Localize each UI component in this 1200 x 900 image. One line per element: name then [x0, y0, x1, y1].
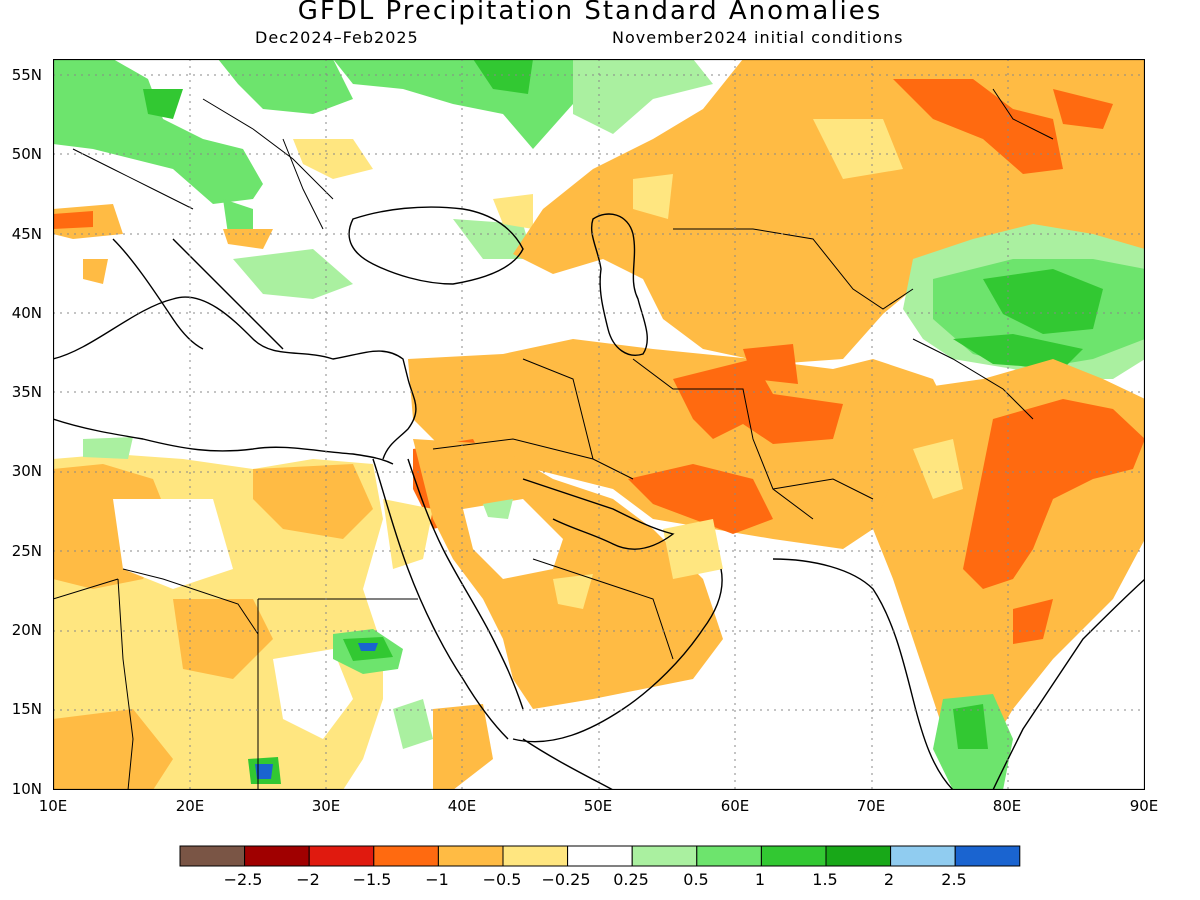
colorbar-swatch: [760, 845, 827, 867]
wet-anomaly-region: [358, 643, 378, 651]
anomaly-map: [53, 59, 1145, 790]
dry-anomaly-region: [383, 499, 433, 569]
dry-anomaly-region: [913, 439, 963, 499]
colorbar-label: 2: [883, 870, 895, 889]
colorbar-label: −0.25: [541, 870, 591, 889]
lon-label: 60E: [720, 797, 750, 815]
lon-label: 30E: [311, 797, 341, 815]
dry-anomaly-region: [493, 194, 533, 229]
lat-label: 25N: [11, 542, 42, 560]
dry-anomaly-region: [1013, 599, 1053, 644]
lon-label: 70E: [856, 797, 886, 815]
dry-anomaly-region: [553, 574, 593, 609]
lat-label: 10N: [11, 780, 42, 798]
colorbar-label: −2: [296, 870, 320, 889]
colorbar-label: −0.5: [482, 870, 522, 889]
wet-anomaly-region: [53, 59, 263, 204]
wet-anomaly-region: [218, 59, 353, 114]
dry-anomaly-region: [113, 499, 233, 589]
chart-title: GFDL Precipitation Standard Anomalies: [297, 0, 883, 26]
dry-anomaly-region: [743, 344, 798, 384]
colorbar-label: −1: [425, 870, 449, 889]
lon-label: 50E: [583, 797, 613, 815]
forecast-period: Dec2024–Feb2025: [255, 28, 419, 47]
dry-anomaly-region: [253, 464, 373, 539]
colorbar-swatch: [373, 845, 439, 867]
wet-anomaly-region: [953, 704, 988, 749]
colorbar-label: 0.25: [613, 870, 649, 889]
lat-label: 40N: [11, 304, 42, 322]
wet-anomaly-region: [393, 699, 433, 749]
colorbar-label: 1: [754, 870, 766, 889]
colorbar-swatch: [244, 845, 310, 867]
wet-anomaly-region: [143, 89, 183, 119]
lat-label: 45N: [11, 225, 42, 243]
wet-anomaly-region: [255, 764, 273, 779]
colorbar-swatch: [567, 845, 633, 867]
wet-anomaly-region: [473, 59, 533, 94]
lon-label: 40E: [447, 797, 477, 815]
wet-anomaly-region: [83, 437, 133, 459]
colorbar-swatch: [825, 845, 892, 867]
lon-label: 20E: [175, 797, 205, 815]
dry-anomaly-region: [963, 399, 1145, 589]
country-borders: [53, 88, 1054, 790]
lat-label: 35N: [11, 383, 42, 401]
colorbar-swatch: [696, 845, 762, 867]
gridlines: [53, 59, 1145, 790]
dry-anomaly-region: [673, 359, 843, 444]
initial-conditions: November2024 initial conditions: [612, 28, 904, 47]
colorbar-label: 1.5: [812, 870, 838, 889]
lat-label: 20N: [11, 621, 42, 639]
wet-anomaly-region: [453, 219, 533, 259]
dry-anomaly-region: [663, 519, 723, 579]
dry-anomaly-region: [1053, 89, 1113, 129]
wet-anomaly-region: [233, 249, 353, 299]
colorbar-swatch: [179, 845, 246, 867]
map-frame: [53, 59, 1145, 790]
wet-anomaly-region: [573, 59, 713, 134]
colorbar-label: 0.5: [683, 870, 709, 889]
dry-anomaly-region: [293, 139, 373, 179]
dry-anomaly-region: [628, 464, 773, 534]
dry-anomaly-region: [273, 649, 353, 739]
colorbar-swatch: [890, 845, 956, 867]
dry-anomaly-region: [433, 704, 493, 790]
dry-anomaly-region: [463, 499, 563, 579]
lat-label: 15N: [11, 700, 42, 718]
colorbar: [179, 845, 1021, 867]
dry-anomaly-region: [53, 709, 173, 790]
colorbar-swatch: [308, 845, 375, 867]
colorbar-label: −1.5: [352, 870, 392, 889]
lon-label: 10E: [38, 797, 68, 815]
lon-label: 90E: [1129, 797, 1159, 815]
colorbar-swatch: [631, 845, 698, 867]
lon-label: 80E: [992, 797, 1022, 815]
colorbar-swatch: [437, 845, 504, 867]
colorbar-swatch: [954, 845, 1021, 867]
colorbar-label: 2.5: [941, 870, 967, 889]
dry-anomaly-region: [633, 174, 673, 219]
lat-label: 50N: [11, 145, 42, 163]
lat-label: 55N: [11, 66, 42, 84]
colorbar-label: −2.5: [223, 870, 263, 889]
lat-label: 30N: [11, 462, 42, 480]
dry-anomaly-region: [83, 259, 108, 284]
dry-anomaly-region: [53, 211, 93, 229]
dry-anomaly-region: [893, 79, 1063, 174]
wet-anomaly-region: [983, 269, 1103, 334]
coastlines: [53, 206, 1145, 790]
colorbar-swatch: [502, 845, 569, 867]
wet-anomaly-region: [483, 499, 513, 519]
dry-anomaly-region: [813, 119, 903, 179]
